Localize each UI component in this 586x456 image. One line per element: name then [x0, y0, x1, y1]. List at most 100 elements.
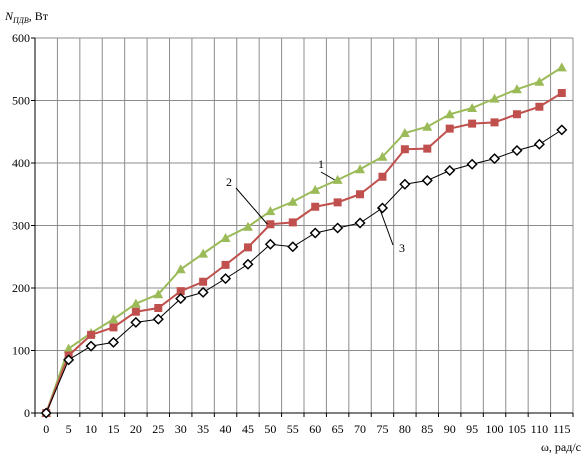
x-tick-label: 10 — [85, 422, 97, 436]
x-tick-label: 110 — [531, 422, 549, 436]
series-point — [288, 218, 297, 227]
series-point — [378, 172, 387, 181]
x-tick-label: 30 — [175, 422, 187, 436]
y-tick-label: 0 — [24, 406, 30, 420]
series-point — [40, 407, 52, 419]
series-point — [197, 286, 209, 298]
x-tick-label: 85 — [421, 422, 433, 436]
annotation-label: 1 — [318, 157, 324, 171]
series-point — [153, 289, 164, 299]
x-tick-label: 70 — [354, 422, 366, 436]
series-point — [557, 89, 566, 97]
series-point — [108, 314, 119, 324]
series-point — [311, 202, 320, 211]
annotation-leader — [378, 207, 394, 246]
series-point — [176, 287, 185, 296]
x-tick-label: 100 — [486, 422, 504, 436]
x-tick-label: 75 — [376, 422, 388, 436]
series-point — [489, 93, 500, 103]
series-point — [242, 221, 253, 231]
x-tick-label: 115 — [553, 422, 571, 436]
y-tick-labels: 0 100 200 300 400 500 600 — [12, 31, 30, 420]
series-point — [131, 307, 140, 316]
grid — [34, 37, 574, 413]
y-tick-label: 100 — [12, 344, 30, 358]
series-point — [377, 151, 388, 161]
x-tick-label: 20 — [130, 422, 142, 436]
y-tick-label: 200 — [12, 281, 30, 295]
y-axis-label-unit: , Вт — [29, 9, 49, 23]
series-point — [556, 124, 568, 136]
series-2 — [42, 89, 566, 417]
series-point — [220, 233, 231, 242]
series-point — [534, 76, 545, 86]
x-tick-label: 50 — [264, 422, 276, 436]
x-tick-label: 15 — [107, 422, 119, 436]
series-point — [467, 103, 478, 112]
series-point — [466, 158, 478, 170]
series-point — [265, 206, 276, 216]
axes — [31, 37, 574, 417]
series-point — [490, 118, 499, 127]
series-point — [421, 174, 433, 187]
series-point — [356, 190, 365, 199]
series-point — [444, 164, 456, 177]
annotation-leader — [235, 187, 268, 225]
series-point — [266, 220, 275, 229]
annotations: 1 2 3 — [226, 157, 405, 255]
x-tick-label: 25 — [152, 422, 164, 436]
y-tick-label: 600 — [12, 31, 30, 45]
series-point — [511, 84, 522, 94]
annotation-label: 2 — [226, 175, 232, 189]
series-point — [511, 144, 523, 157]
x-tick-label: 80 — [399, 422, 411, 436]
series-point — [445, 124, 454, 133]
x-tick-label: 40 — [220, 422, 232, 436]
annotation-label: 3 — [399, 241, 405, 255]
series-point — [310, 184, 321, 194]
series-point — [399, 128, 410, 137]
series-point — [332, 222, 344, 234]
series-point — [354, 217, 366, 229]
y-axis-label-sub: ПДВ — [12, 16, 29, 25]
series-point — [85, 340, 97, 352]
y-tick-label: 300 — [12, 219, 30, 233]
x-tick-label: 0 — [43, 422, 49, 436]
series-point — [512, 110, 521, 119]
y-tick-label: 500 — [12, 94, 30, 108]
x-tick-label: 55 — [287, 422, 299, 436]
series-point — [488, 153, 501, 165]
x-tick-label: 65 — [332, 422, 344, 436]
series-point — [264, 238, 276, 250]
series-point — [175, 293, 187, 305]
series-point — [221, 260, 230, 269]
series-point — [423, 144, 432, 153]
x-tick-labels: 0 5 10 15 20 25 30 35 40 45 50 55 60 65 70 75 80 85 90 95 10… — [43, 422, 570, 436]
series-point — [243, 243, 252, 252]
series-point — [199, 277, 208, 286]
y-axis-label: NПДВ, Вт — [4, 9, 49, 25]
series-point — [130, 298, 141, 308]
series-1 — [41, 62, 567, 417]
series-point — [444, 109, 455, 119]
series-point — [400, 145, 409, 154]
series-point — [219, 273, 232, 285]
series-point — [355, 164, 366, 174]
x-axis-label: ω, рад/с — [541, 440, 581, 454]
x-tick-label: 60 — [309, 422, 321, 436]
series-3 — [40, 124, 568, 419]
series-point — [533, 138, 545, 150]
series-point — [63, 343, 74, 353]
series-group — [40, 62, 568, 419]
series-point — [63, 354, 75, 366]
series-point — [109, 323, 118, 332]
series-point — [422, 121, 433, 131]
x-tick-label: 90 — [444, 422, 456, 436]
series-point — [332, 174, 343, 184]
series-point — [87, 330, 96, 339]
series-point — [287, 241, 299, 253]
series-point — [107, 336, 120, 348]
series-point — [309, 227, 321, 239]
x-tick-label: 45 — [242, 422, 254, 436]
